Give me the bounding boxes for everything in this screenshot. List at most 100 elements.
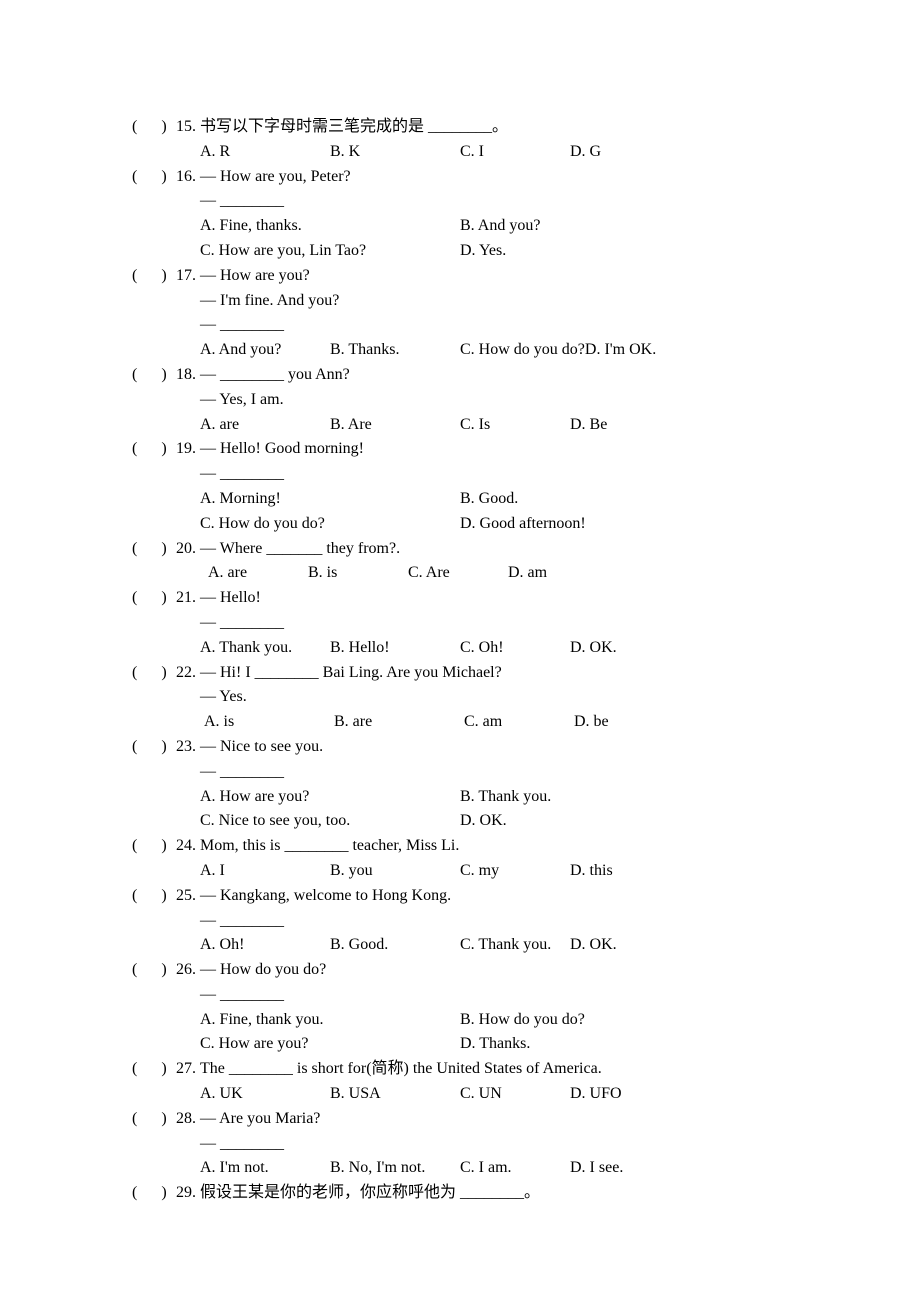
question: ( ) 16.— How are you, Peter?— ________A.… xyxy=(132,165,788,264)
option[interactable]: A. Fine, thank you. xyxy=(200,1008,460,1033)
question: ( ) 23.— Nice to see you.— ________A. Ho… xyxy=(132,735,788,834)
option[interactable]: A. Oh! xyxy=(200,933,330,958)
option[interactable]: D. I'm OK. xyxy=(585,338,715,363)
answer-blank[interactable]: ( ) xyxy=(132,537,176,562)
option[interactable]: D. Good afternoon! xyxy=(460,512,586,537)
answer-blank[interactable]: ( ) xyxy=(132,661,176,686)
option[interactable]: B. is xyxy=(308,561,408,586)
question: ( ) 19.— Hello! Good morning!— ________A… xyxy=(132,437,788,536)
question-stem: The ________ is short for(简称) the United… xyxy=(200,1057,602,1082)
option[interactable]: A. are xyxy=(200,413,330,438)
option[interactable]: D. G xyxy=(570,140,700,165)
option[interactable]: D. I see. xyxy=(570,1156,700,1181)
option[interactable]: A. are xyxy=(208,561,308,586)
question-stem-line: — ________ xyxy=(132,462,788,487)
answer-blank[interactable]: ( ) xyxy=(132,1057,176,1082)
option[interactable]: D. UFO xyxy=(570,1082,700,1107)
question-stem: — How are you? xyxy=(200,264,310,289)
options-row: A. Fine, thank you.B. How do you do? xyxy=(200,1008,788,1033)
question-header: ( ) 25.— Kangkang, welcome to Hong Kong. xyxy=(132,884,788,909)
option[interactable]: C. How do you do? xyxy=(460,338,585,363)
answer-blank[interactable]: ( ) xyxy=(132,363,176,388)
question: ( ) 27.The ________ is short for(简称) the… xyxy=(132,1057,788,1107)
answer-blank[interactable]: ( ) xyxy=(132,884,176,909)
option[interactable]: C. Is xyxy=(460,413,570,438)
option[interactable]: A. And you? xyxy=(200,338,330,363)
question-number: 16. xyxy=(176,165,200,190)
option[interactable]: B. Good. xyxy=(460,487,518,512)
option[interactable]: A. R xyxy=(200,140,330,165)
question-header: ( ) 19.— Hello! Good morning! xyxy=(132,437,788,462)
option[interactable]: C. am xyxy=(464,710,574,735)
question-stem: — Hello! Good morning! xyxy=(200,437,364,462)
answer-blank[interactable]: ( ) xyxy=(132,1181,176,1206)
answer-blank[interactable]: ( ) xyxy=(132,586,176,611)
answer-blank[interactable]: ( ) xyxy=(132,115,176,140)
question-number: 15. xyxy=(176,115,200,140)
question-stem-line: — ________ xyxy=(132,189,788,214)
option[interactable]: B. Thanks. xyxy=(330,338,460,363)
answer-blank[interactable]: ( ) xyxy=(132,264,176,289)
option[interactable]: B. K xyxy=(330,140,460,165)
options-row: C. How are you?D. Thanks. xyxy=(200,1032,788,1057)
option[interactable]: B. No, I'm not. xyxy=(330,1156,460,1181)
question-number: 27. xyxy=(176,1057,200,1082)
question-header: ( ) 24.Mom, this is ________ teacher, Mi… xyxy=(132,834,788,859)
option[interactable]: D. be xyxy=(574,710,704,735)
answer-blank[interactable]: ( ) xyxy=(132,834,176,859)
answer-blank[interactable]: ( ) xyxy=(132,958,176,983)
option[interactable]: C. Are xyxy=(408,561,508,586)
question-header: ( ) 17.— How are you? xyxy=(132,264,788,289)
options-row: C. How are you, Lin Tao?D. Yes. xyxy=(200,239,788,264)
option[interactable]: A. Thank you. xyxy=(200,636,330,661)
option[interactable]: C. I xyxy=(460,140,570,165)
option[interactable]: C. How are you, Lin Tao? xyxy=(200,239,460,264)
option[interactable]: D. OK. xyxy=(570,636,700,661)
question: ( ) 18.— ________ you Ann?— Yes, I am.A.… xyxy=(132,363,788,437)
answer-blank[interactable]: ( ) xyxy=(132,1107,176,1132)
question-stem: — Where _______ they from?. xyxy=(200,537,400,562)
option[interactable]: D. OK. xyxy=(460,809,507,834)
option[interactable]: C. UN xyxy=(460,1082,570,1107)
option[interactable]: B. are xyxy=(334,710,464,735)
option[interactable]: D. am xyxy=(508,561,608,586)
answer-blank[interactable]: ( ) xyxy=(132,437,176,462)
option[interactable]: D. Thanks. xyxy=(460,1032,530,1057)
question-stem: — Hello! xyxy=(200,586,261,611)
option[interactable]: B. And you? xyxy=(460,214,540,239)
option[interactable]: D. Be xyxy=(570,413,700,438)
question-header: ( ) 22.— Hi! I ________ Bai Ling. Are yo… xyxy=(132,661,788,686)
option[interactable]: D. OK. xyxy=(570,933,700,958)
option[interactable]: B. Are xyxy=(330,413,460,438)
option[interactable]: A. How are you? xyxy=(200,785,460,810)
option[interactable]: C. my xyxy=(460,859,570,884)
option[interactable]: B. you xyxy=(330,859,460,884)
option[interactable]: B. How do you do? xyxy=(460,1008,585,1033)
option[interactable]: B. USA xyxy=(330,1082,460,1107)
option[interactable]: A. Morning! xyxy=(200,487,460,512)
options-grid: A. How are you?B. Thank you.C. Nice to s… xyxy=(132,785,788,835)
option[interactable]: A. I'm not. xyxy=(200,1156,330,1181)
options-grid: A. Fine, thanks.B. And you?C. How are yo… xyxy=(132,214,788,264)
option[interactable]: D. this xyxy=(570,859,700,884)
option[interactable]: B. Hello! xyxy=(330,636,460,661)
question: ( ) 20.— Where _______ they from?.A. are… xyxy=(132,537,788,587)
option[interactable]: C. Nice to see you, too. xyxy=(200,809,460,834)
options-row: A. Fine, thanks.B. And you? xyxy=(200,214,788,239)
option[interactable]: C. Thank you. xyxy=(460,933,570,958)
option[interactable]: A. I xyxy=(200,859,330,884)
option[interactable]: C. I am. xyxy=(460,1156,570,1181)
option[interactable]: A. Fine, thanks. xyxy=(200,214,460,239)
question-number: 22. xyxy=(176,661,200,686)
option[interactable]: A. is xyxy=(204,710,334,735)
option[interactable]: B. Thank you. xyxy=(460,785,551,810)
answer-blank[interactable]: ( ) xyxy=(132,165,176,190)
option[interactable]: B. Good. xyxy=(330,933,460,958)
question-header: ( ) 26.— How do you do? xyxy=(132,958,788,983)
option[interactable]: C. Oh! xyxy=(460,636,570,661)
option[interactable]: C. How are you? xyxy=(200,1032,460,1057)
option[interactable]: D. Yes. xyxy=(460,239,506,264)
option[interactable]: A. UK xyxy=(200,1082,330,1107)
answer-blank[interactable]: ( ) xyxy=(132,735,176,760)
option[interactable]: C. How do you do? xyxy=(200,512,460,537)
